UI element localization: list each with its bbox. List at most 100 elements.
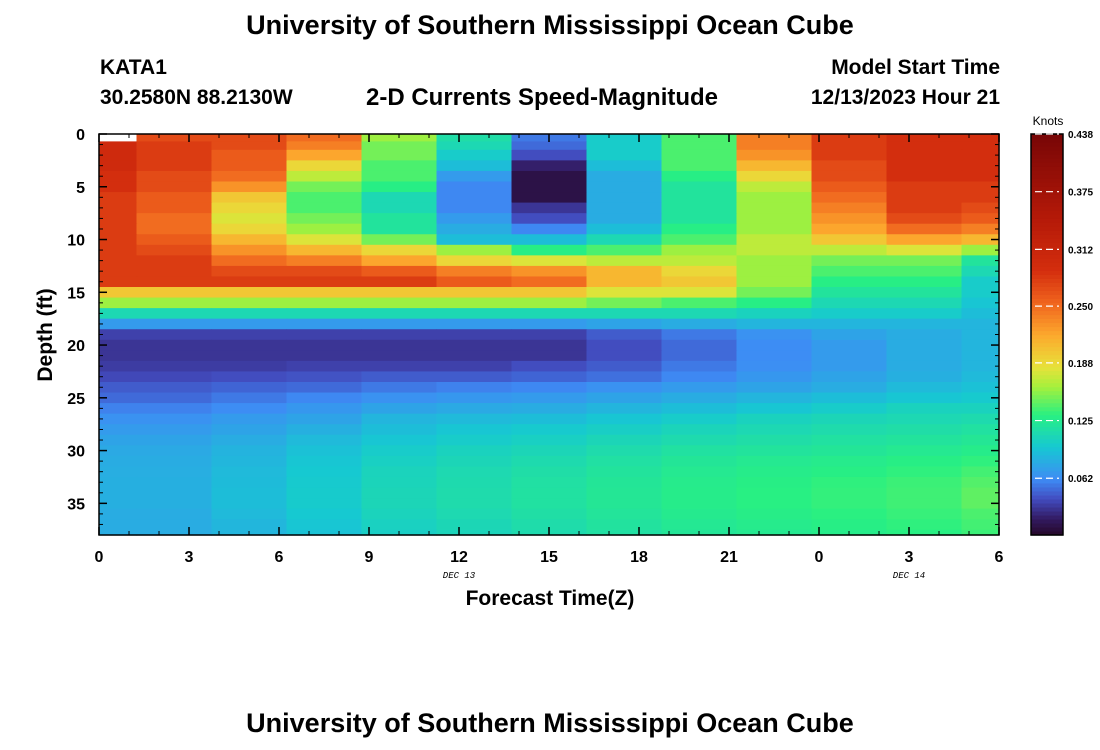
colorbar-segment bbox=[1031, 134, 1063, 139]
heatmap-cell bbox=[661, 213, 738, 225]
colorbar-segment bbox=[1031, 514, 1063, 520]
heatmap-cell bbox=[211, 508, 288, 520]
colorbar-segment bbox=[1031, 138, 1063, 143]
heatmap-cell bbox=[361, 202, 438, 214]
station-coordinates: 30.2580N 88.2130W bbox=[100, 86, 293, 109]
colorbar-segment bbox=[1031, 194, 1063, 199]
heatmap-cell bbox=[286, 487, 363, 499]
heatmap-cell bbox=[511, 381, 588, 394]
heatmap-cell bbox=[286, 371, 363, 383]
heatmap-cell bbox=[361, 329, 438, 341]
heatmap-cell bbox=[586, 192, 663, 204]
heatmap-cell bbox=[436, 350, 513, 362]
heatmap-cell bbox=[211, 192, 288, 204]
heatmap-cell bbox=[886, 476, 963, 489]
heatmap-cell bbox=[136, 403, 213, 415]
colorbar-segment bbox=[1031, 358, 1063, 364]
heatmap-cell bbox=[99, 498, 138, 510]
heatmap-cell bbox=[961, 508, 1000, 520]
heatmap-cell bbox=[661, 381, 738, 394]
heatmap-cell bbox=[99, 181, 138, 193]
heatmap-cell bbox=[661, 519, 738, 531]
heatmap-cell bbox=[886, 141, 963, 151]
heatmap-cell bbox=[436, 244, 513, 256]
colorbar-segment bbox=[1031, 510, 1063, 516]
heatmap-cell bbox=[361, 413, 438, 425]
heatmap-cell bbox=[361, 498, 438, 510]
colorbar-segment bbox=[1031, 190, 1063, 195]
heatmap-cell bbox=[286, 255, 363, 267]
heatmap-cell bbox=[99, 445, 138, 457]
heatmap-cell bbox=[136, 392, 213, 404]
heatmap-cell bbox=[286, 170, 363, 183]
heatmap-cell bbox=[511, 255, 588, 267]
heatmap-cell bbox=[586, 181, 663, 193]
heatmap-cell bbox=[99, 141, 138, 151]
heatmap-cell bbox=[99, 529, 138, 536]
heatmap-cell bbox=[436, 329, 513, 341]
colorbar-segment bbox=[1031, 502, 1063, 508]
heatmap-cell bbox=[361, 487, 438, 499]
heatmap-cell bbox=[286, 466, 363, 478]
heatmap-cell bbox=[886, 192, 963, 204]
heatmap-cell bbox=[361, 360, 438, 373]
heatmap-cell bbox=[511, 276, 588, 288]
heatmap-cell bbox=[211, 519, 288, 531]
heatmap-cell bbox=[361, 265, 438, 278]
colorbar-segment bbox=[1031, 154, 1063, 159]
heatmap-cell bbox=[736, 297, 813, 309]
heatmap-cell bbox=[286, 424, 363, 436]
colorbar-segment bbox=[1031, 302, 1063, 308]
heatmap-cell bbox=[136, 519, 213, 531]
heatmap-cell bbox=[961, 529, 1000, 536]
colorbar-tick-label: 0.438 bbox=[1068, 130, 1093, 141]
heatmap-cell bbox=[811, 329, 888, 341]
heatmap-cell bbox=[811, 466, 888, 478]
heatmap-cell bbox=[211, 318, 288, 330]
heatmap-cell bbox=[511, 244, 588, 256]
heatmap-cell bbox=[811, 234, 888, 246]
heatmap-cell bbox=[136, 255, 213, 267]
colorbar-segment bbox=[1031, 214, 1063, 219]
colorbar-segment bbox=[1031, 182, 1063, 187]
heatmap-cell bbox=[99, 149, 138, 161]
heatmap-cell bbox=[99, 192, 138, 204]
heatmap-cell bbox=[811, 403, 888, 415]
colorbar-segment bbox=[1031, 462, 1063, 468]
colorbar-segment bbox=[1031, 494, 1063, 500]
page-title: University of Southern Mississippi Ocean… bbox=[246, 10, 854, 40]
heatmap-cell bbox=[961, 371, 1000, 383]
heatmap-cell bbox=[511, 403, 588, 415]
colorbar-segment bbox=[1031, 270, 1063, 275]
heatmap-cell bbox=[961, 339, 1000, 351]
heatmap-cell bbox=[436, 381, 513, 394]
heatmap-cell bbox=[736, 265, 813, 278]
heatmap-cell bbox=[886, 202, 963, 214]
heatmap-cell bbox=[99, 308, 138, 320]
heatmap-cell bbox=[99, 160, 138, 172]
heatmap-cell bbox=[811, 371, 888, 383]
heatmap-cell bbox=[136, 381, 213, 394]
heatmap-cell bbox=[661, 170, 738, 183]
colorbar-segment bbox=[1031, 394, 1063, 400]
heatmap-cell bbox=[961, 213, 1000, 225]
heatmap-cell bbox=[736, 192, 813, 204]
x-tick-label: 0 bbox=[95, 549, 104, 566]
heatmap-cell bbox=[586, 392, 663, 404]
heatmap-cell bbox=[736, 455, 813, 468]
colorbar-segment bbox=[1031, 406, 1063, 412]
heatmap-cell bbox=[811, 392, 888, 404]
heatmap-cell bbox=[511, 434, 588, 446]
heatmap-cell bbox=[586, 381, 663, 394]
heatmap-cell bbox=[511, 350, 588, 362]
heatmap-cell bbox=[661, 445, 738, 457]
heatmap-cell bbox=[286, 392, 363, 404]
heatmap-cell bbox=[661, 244, 738, 256]
heatmap-cell bbox=[436, 339, 513, 351]
heatmap-cell bbox=[661, 287, 738, 299]
heatmap-cell bbox=[361, 276, 438, 288]
heatmap-cell bbox=[136, 413, 213, 425]
heatmap-cell bbox=[586, 213, 663, 225]
colorbar-segment bbox=[1031, 314, 1063, 320]
heatmap-cell bbox=[886, 234, 963, 246]
